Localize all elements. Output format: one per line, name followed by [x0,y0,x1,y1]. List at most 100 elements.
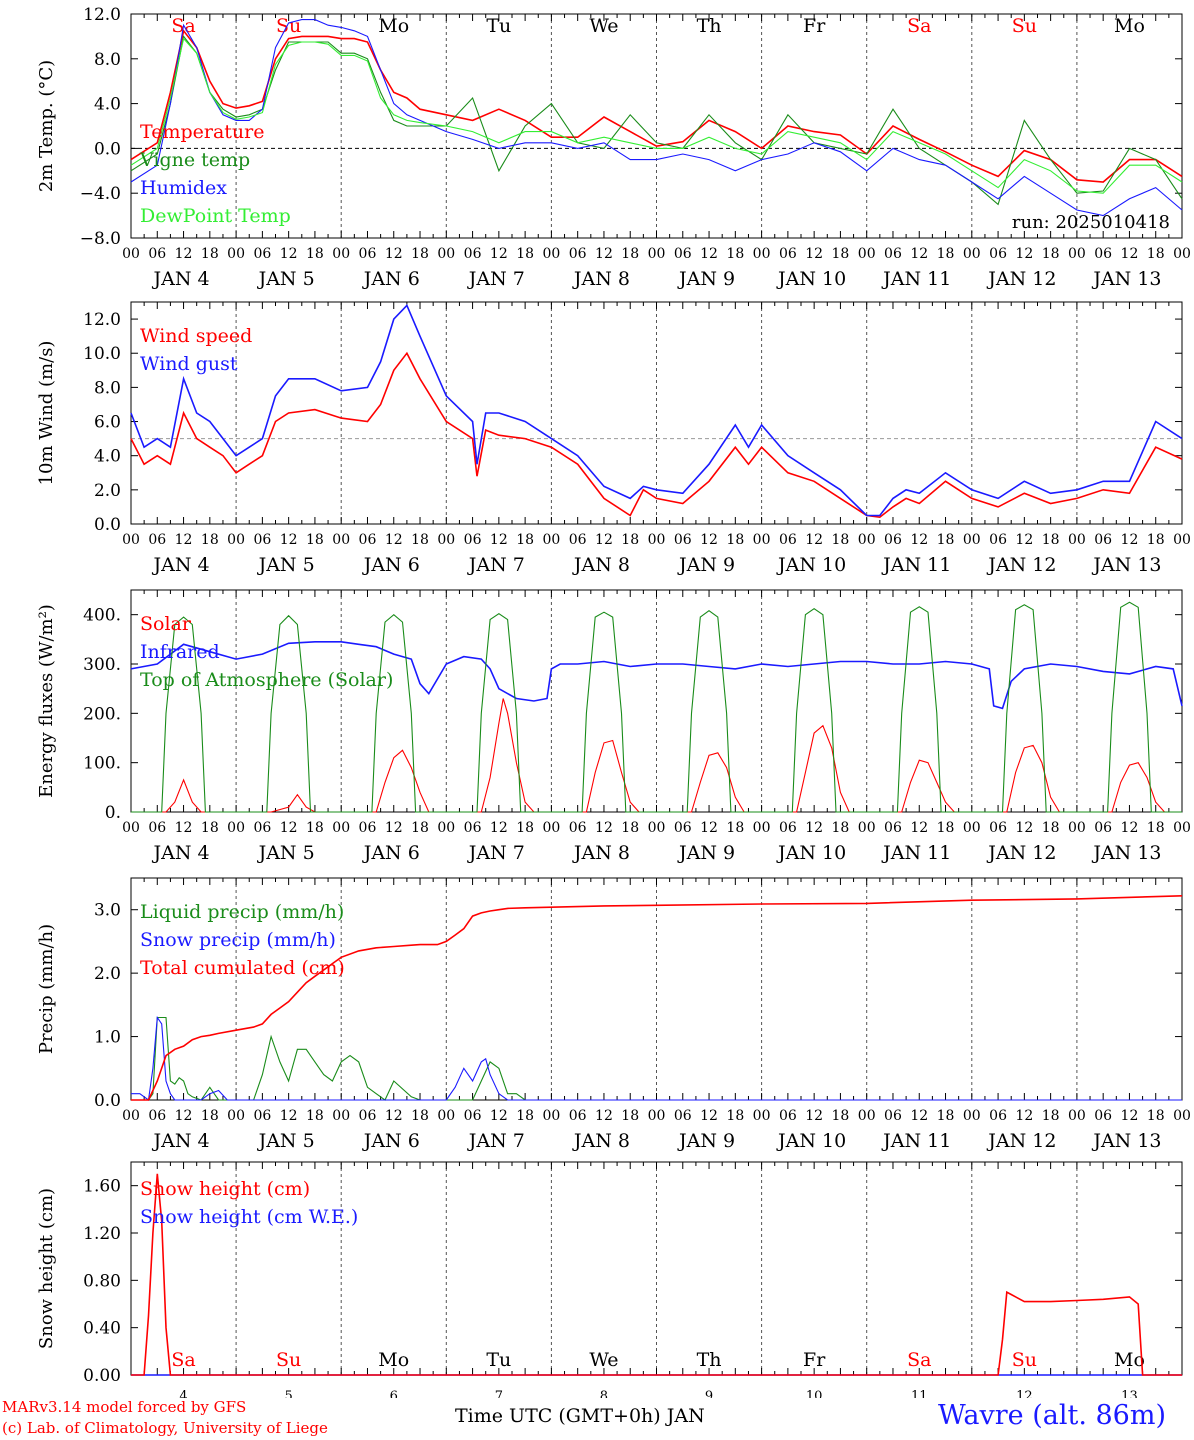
day-number-label: 10 [806,1389,823,1398]
weekday-label: Sa [907,1349,931,1371]
hour-tick-label: 00 [542,246,560,262]
legend-entry: DewPoint Temp [140,205,291,227]
hour-tick-label: 18 [201,532,219,548]
weekday-label: Th [697,15,722,37]
weekday-label: Su [276,1349,301,1371]
date-label: JAN 10 [776,268,846,290]
model-credit: MARv3.14 model forced by GFS [2,1398,247,1416]
date-label: JAN 9 [677,554,735,576]
hour-tick-label: 06 [253,1108,271,1124]
series-line [130,37,1183,194]
series-line [131,895,1183,1101]
hour-tick-label: 00 [753,246,771,262]
hour-tick-label: 12 [595,532,613,548]
hour-tick-label: 06 [989,532,1007,548]
weekday-label: Su [1012,1349,1037,1371]
hour-tick-label: 00 [648,532,666,548]
hour-tick-label: 18 [621,246,639,262]
hour-tick-label: 12 [805,532,823,548]
hour-tick-label: 00 [122,246,140,262]
hour-tick-label: 18 [621,820,639,836]
weekday-label: Th [697,1349,722,1371]
hour-tick-label: 00 [227,820,245,836]
date-label: JAN 6 [362,1130,420,1152]
hour-tick-label: 18 [411,532,429,548]
hour-tick-label: 00 [858,1108,876,1124]
hour-tick-label: 06 [674,532,692,548]
hour-tick-label: 00 [648,1108,666,1124]
hour-tick-label: 06 [989,1108,1007,1124]
hour-tick-label: 12 [1121,246,1139,262]
hour-tick-label: 12 [1015,532,1033,548]
weekday-label: Mo [378,1349,409,1371]
hour-tick-label: 12 [700,820,718,836]
hour-tick-label: 06 [253,820,271,836]
hour-tick-label: 12 [700,532,718,548]
hour-tick-label: 00 [542,1108,560,1124]
date-label: JAN 6 [362,268,420,290]
hour-tick-label: 18 [516,1108,534,1124]
date-label: JAN 12 [986,268,1056,290]
legend-entry: Vigne temp [139,149,250,171]
hour-tick-label: 18 [832,246,850,262]
hour-tick-label: 00 [332,1108,350,1124]
date-label: JAN 7 [467,842,525,864]
date-label: JAN 10 [776,1130,846,1152]
hour-tick-label: 06 [1094,820,1112,836]
weekday-label: Tu [486,15,511,37]
hour-tick-label: 12 [805,246,823,262]
panel-4: 3.0 2.0 1.0 0.0 Precip (mm/h) 00 06 12 18 JAN 4 00… [36,877,1191,1152]
hour-tick-label: 06 [1094,246,1112,262]
panel-1: 12.0 8.0 4.0 0.0 −4.0 −8.0 2m Temp. (°C) 00 06 12… [36,5,1191,290]
date-label: JAN 12 [986,1130,1056,1152]
y-tick-label: 400. [83,606,121,626]
legend-entry: Total cumulated (cm) [140,957,345,979]
hour-tick-label: 06 [674,820,692,836]
hour-tick-label: 12 [805,820,823,836]
day-number-label: 12 [1016,1389,1033,1398]
hour-tick-label: 06 [464,1108,482,1124]
date-label: JAN 8 [572,842,630,864]
hour-tick-label: 06 [359,1108,377,1124]
day-number-label: 6 [390,1389,398,1398]
hour-tick-label: 12 [910,246,928,262]
date-label: JAN 4 [152,1130,210,1152]
hour-tick-label: 06 [989,820,1007,836]
hour-tick-label: 06 [989,246,1007,262]
day-number-label: 7 [495,1389,503,1398]
date-label: JAN 8 [572,554,630,576]
y-tick-label: 0.00 [83,1366,121,1386]
y-tick-label: 0.0 [94,515,121,535]
y-tick-label: 300. [83,655,121,675]
hour-tick-label: 18 [306,532,324,548]
hour-tick-label: 06 [253,246,271,262]
date-label: JAN 11 [881,842,951,864]
hour-tick-label: 18 [621,532,639,548]
y-tick-label: −4.0 [80,184,121,204]
hour-tick-label: 12 [385,1108,403,1124]
hour-tick-label: 12 [280,1108,298,1124]
hour-tick-label: 18 [726,246,744,262]
hour-tick-label: 00 [753,1108,771,1124]
series-line [130,19,1183,217]
hour-tick-label: 00 [648,820,666,836]
weekday-label: Su [1012,15,1037,37]
hour-tick-label: 12 [910,1108,928,1124]
y-tick-label: 0. [105,803,121,823]
weekday-label: We [589,15,618,37]
hour-tick-label: 18 [1042,1108,1060,1124]
y-axis-label: 2m Temp. (°C) [36,60,57,192]
hour-tick-label: 06 [884,246,902,262]
series-line [131,1173,1182,1376]
date-label: JAN 7 [467,268,525,290]
hour-tick-label: 18 [1147,820,1165,836]
hour-tick-label: 12 [175,1108,193,1124]
hour-tick-label: 12 [1121,532,1139,548]
hour-tick-label: 00 [963,1108,981,1124]
hour-tick-label: 06 [674,246,692,262]
legend-entry: Top of Atmosphere (Solar) [140,669,393,691]
hour-tick-label: 06 [779,246,797,262]
weekday-label: Mo [378,15,409,37]
legend-entry: Wind speed [140,325,252,347]
y-tick-label: 1.20 [83,1224,121,1244]
